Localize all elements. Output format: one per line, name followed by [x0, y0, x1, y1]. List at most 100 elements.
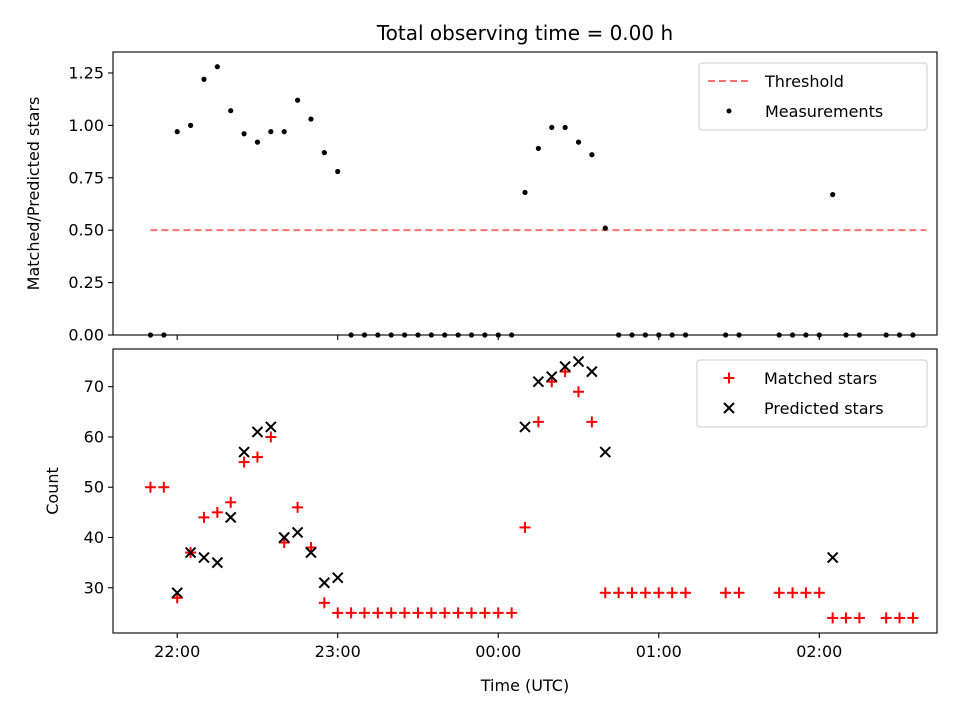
predicted-stars-point: [305, 546, 317, 559]
bottom-plot-area: [144, 355, 919, 624]
measurements-point: [228, 108, 234, 114]
chart-title: Total observing time = 0.00 h: [376, 21, 673, 45]
matched-stars-point: [800, 587, 812, 599]
matched-stars-point: [144, 481, 156, 493]
matched-stars-point: [532, 416, 544, 428]
measurements-point: [201, 76, 207, 82]
measurements-point: [321, 150, 327, 156]
matched-stars-point: [211, 506, 223, 518]
predicted-stars-point: [572, 355, 585, 368]
matched-stars-point: [519, 521, 531, 533]
matched-stars-point: [880, 612, 892, 624]
matched-stars-legend-swatch: [723, 372, 735, 384]
matched-stars-point: [358, 607, 370, 619]
measurements-point: [602, 225, 608, 231]
measurements-point: [214, 64, 220, 70]
matched-stars-point: [318, 597, 330, 609]
top-ytick-label: 1.25: [68, 63, 104, 82]
predicted-stars-point: [519, 421, 531, 433]
top-panel-ratio: 0.00 0.25 0.50 0.75 1.00 1.25 Matched/Predict…: [24, 51, 938, 345]
measurements-point: [549, 124, 555, 131]
xtick-label: 23:00: [315, 642, 361, 661]
top-axes-frame: [112, 51, 938, 336]
matched-stars-point: [840, 612, 852, 624]
predicted-stars-point: [184, 546, 197, 559]
matched-stars-point: [586, 416, 598, 428]
measurements-point: [268, 129, 274, 135]
bottom-legend-box: [696, 359, 928, 428]
predicted-stars-legend-swatch: [723, 402, 735, 414]
matched-stars-point: [599, 587, 611, 599]
predicted-stars-point: [291, 526, 304, 539]
matched-stars-point: [773, 587, 785, 599]
predicted-stars-point: [198, 551, 210, 564]
matched-stars-legend-label: Matched stars: [764, 369, 877, 388]
matched-stars-point: [292, 501, 304, 513]
bottom-legend: Matched stars Predicted stars: [696, 359, 928, 428]
predicted-stars-point: [265, 421, 277, 433]
matched-stars-point: [439, 607, 451, 619]
matched-stars-point: [492, 607, 504, 619]
predicted-stars-point: [532, 375, 545, 388]
matched-stars-point: [372, 607, 384, 619]
top-legend: Threshold Measurements: [698, 62, 928, 131]
measurements-point: [174, 129, 180, 135]
bottom-ytick-label: 60: [84, 427, 104, 446]
matched-stars-point: [787, 587, 799, 599]
matched-stars-point: [639, 587, 651, 599]
measurements-legend-label: Measurements: [765, 102, 883, 121]
predicted-stars-point: [546, 370, 558, 383]
xtick-label: 00:00: [475, 642, 521, 661]
measurements-point: [575, 139, 582, 145]
measurements-point: [335, 168, 341, 175]
matched-stars-point: [425, 607, 437, 619]
xtick-label: 02:00: [796, 642, 842, 661]
matched-stars-point: [452, 607, 464, 619]
bottom-panel-counts: 30 40 50 60 70 22:00 23:00 00:00 01:00 02:00 Coun…: [43, 348, 938, 695]
matched-stars-point: [680, 587, 692, 599]
predicted-stars-point: [171, 587, 183, 599]
matched-stars-point: [626, 587, 638, 599]
matched-stars-point: [827, 612, 839, 624]
predicted-stars-point: [332, 572, 344, 584]
measurements-legend-swatch: [726, 108, 732, 114]
matched-stars-point: [613, 587, 625, 599]
matched-stars-point: [720, 587, 732, 599]
x-axis-label: Time (UTC): [480, 676, 569, 695]
matched-stars-point: [385, 607, 397, 619]
xtick-label: 01:00: [636, 642, 682, 661]
threshold-legend-label: Threshold: [764, 72, 844, 91]
predicted-stars-point: [586, 365, 598, 378]
bottom-axes-ticks: 30 40 50 60 70 22:00 23:00 00:00 01:00 02:00: [84, 377, 843, 661]
matched-stars-point: [894, 612, 906, 624]
matched-stars-point: [412, 607, 424, 619]
bottom-ytick-label: 50: [84, 478, 104, 497]
predicted-stars-point: [278, 531, 290, 544]
top-ytick-label: 0.50: [68, 221, 104, 240]
predicted-stars-point: [211, 556, 224, 569]
predicted-stars-point: [251, 426, 264, 438]
measurements-point: [308, 116, 314, 122]
predicted-stars-point: [318, 577, 331, 589]
measurements-point: [294, 97, 301, 103]
top-legend-box: [698, 62, 928, 131]
measurements-point: [241, 131, 247, 137]
predicted-stars-point: [225, 511, 237, 524]
top-y-axis-label: Matched/Predicted stars: [24, 97, 43, 291]
matched-stars-point: [653, 587, 665, 599]
bottom-y-axis-label: Count: [43, 467, 62, 515]
matched-stars-point: [345, 607, 357, 619]
predicted-stars-point: [559, 360, 571, 373]
matched-stars-point: [666, 587, 678, 599]
measurements-point: [254, 139, 261, 145]
matched-stars-point: [198, 511, 210, 523]
matched-stars-point: [251, 451, 263, 463]
top-ytick-label: 0.75: [68, 168, 104, 187]
predicted-stars-point: [238, 446, 250, 458]
matched-stars-point: [265, 431, 277, 443]
top-ytick-label: 1.00: [68, 116, 104, 135]
matched-stars-point: [813, 587, 825, 599]
measurements-point: [522, 189, 528, 196]
matched-stars-point: [506, 607, 518, 619]
